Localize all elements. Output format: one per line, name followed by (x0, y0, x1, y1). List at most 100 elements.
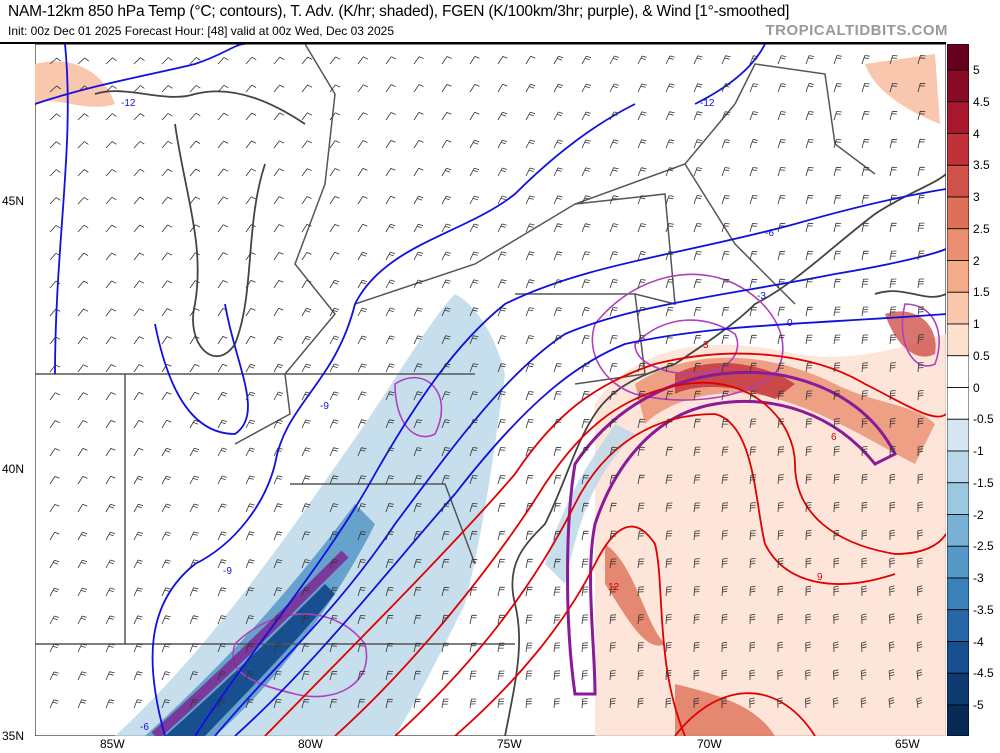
wind-barb (357, 475, 367, 485)
wind-barb (77, 476, 88, 485)
wind-barb (553, 502, 562, 513)
wind-barb (133, 392, 144, 401)
wind-barb (749, 390, 757, 401)
watermark: TROPICALTIDBITS.COM (765, 22, 948, 39)
wind-barb (889, 222, 897, 233)
wind-barb (469, 391, 479, 401)
wind-barb (777, 585, 784, 597)
wind-barb (665, 474, 673, 485)
wind-barb (357, 642, 366, 653)
wind-barb (497, 363, 507, 373)
wind-barb (833, 390, 841, 401)
wind-barb (413, 670, 421, 681)
wind-barb (833, 166, 842, 177)
wind-barb (861, 613, 867, 625)
wind-barb (189, 671, 199, 681)
wind-barb (749, 334, 757, 345)
wind-barb (245, 419, 256, 429)
wind-barb (553, 55, 564, 65)
lon-label: 75W (497, 737, 522, 751)
wind-barb (833, 250, 841, 261)
wind-barb (469, 195, 480, 205)
wind-barb (749, 502, 756, 513)
wind-barb (497, 586, 505, 597)
colorbar-bin (947, 482, 969, 515)
wind-barb (609, 167, 619, 177)
wind-barb (665, 697, 672, 709)
wind-barb (217, 308, 228, 317)
wind-barb (385, 279, 396, 289)
wind-barb (805, 83, 814, 93)
wind-barb (637, 390, 646, 401)
wind-barb (777, 474, 784, 485)
wind-barb (525, 335, 535, 345)
wind-barb (721, 418, 729, 429)
wind-barb (77, 615, 87, 625)
colorbar-bin (947, 133, 969, 166)
wind-barb (693, 502, 701, 513)
wind-barb (413, 559, 422, 569)
wind-barb (49, 169, 61, 177)
wind-barb (77, 252, 89, 261)
wind-barb (749, 83, 759, 93)
wind-barb (189, 419, 200, 429)
wind-barb (777, 195, 786, 205)
wind-barb (581, 167, 591, 177)
wind-barb (329, 112, 340, 121)
wind-barb (665, 223, 674, 233)
wind-barb (553, 446, 562, 457)
wind-barb (161, 392, 172, 401)
wind-barb (49, 197, 61, 205)
wind-barb (301, 531, 311, 541)
wind-barb (749, 55, 759, 65)
colorbar-bin (947, 609, 969, 642)
colorbar-tick: 3 (973, 190, 980, 204)
wind-barb (581, 83, 592, 93)
wind-barb (581, 502, 589, 513)
wind-barb (133, 503, 144, 513)
wind-barb (217, 168, 229, 177)
wind-barb (665, 418, 673, 429)
wind-barb (889, 166, 898, 177)
wind-barb (777, 446, 785, 457)
wind-barb (805, 669, 811, 681)
wind-barb (413, 503, 422, 513)
wind-barb (693, 334, 702, 345)
contour-label: -12 (121, 98, 136, 109)
wind-barb (805, 613, 811, 625)
colorbar-bin (947, 672, 969, 706)
wind-barb (721, 306, 730, 317)
wind-barb (609, 251, 619, 261)
wind-barb (273, 196, 284, 205)
wind-barb (133, 559, 143, 569)
wind-barb (49, 420, 60, 429)
wind-barb (105, 113, 117, 121)
wind-barb (749, 306, 758, 317)
wind-barb (777, 613, 784, 625)
weather-map: -12 -12 -9 -9 -6 -6 -3 0 3 6 9 12 (35, 44, 946, 736)
contour-label: 0 (787, 318, 793, 329)
wind-barb (777, 306, 785, 317)
wind-barb (245, 475, 255, 485)
wind-barb (609, 502, 617, 513)
wind-barb (49, 225, 61, 233)
wind-barb (581, 418, 590, 429)
wind-barb (777, 334, 785, 345)
wind-barb (553, 558, 561, 569)
wind-barb (832, 697, 839, 709)
wind-barb (777, 390, 785, 401)
divider (0, 42, 946, 44)
wind-barb (217, 280, 228, 289)
wind-barb (77, 364, 88, 373)
colorbar-bin (947, 418, 969, 452)
wind-barb (525, 251, 535, 261)
wind-barb (385, 112, 396, 121)
wind-barb (777, 418, 785, 429)
wind-barb (497, 307, 507, 317)
wind-barb (161, 531, 171, 541)
wind-barb (497, 502, 506, 513)
wind-barb (77, 559, 88, 569)
wind-barb (693, 83, 703, 93)
wind-barb (861, 250, 869, 261)
wind-barb (525, 139, 536, 149)
